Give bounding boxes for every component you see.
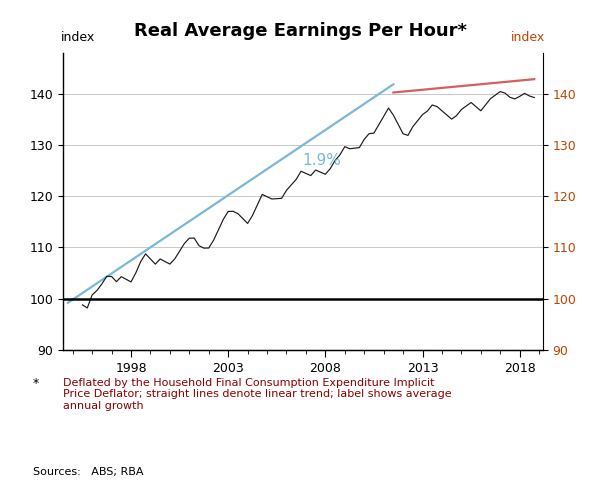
Text: index: index: [511, 30, 545, 44]
Text: *: *: [33, 378, 39, 390]
Text: Sources:   ABS; RBA: Sources: ABS; RBA: [33, 468, 143, 477]
Text: Real Average Earnings Per Hour*: Real Average Earnings Per Hour*: [133, 22, 467, 40]
Text: 1.9%: 1.9%: [302, 154, 341, 168]
Text: Deflated by the Household Final Consumption Expenditure Implicit
Price Deflator;: Deflated by the Household Final Consumpt…: [63, 378, 452, 410]
Text: index: index: [61, 30, 95, 44]
